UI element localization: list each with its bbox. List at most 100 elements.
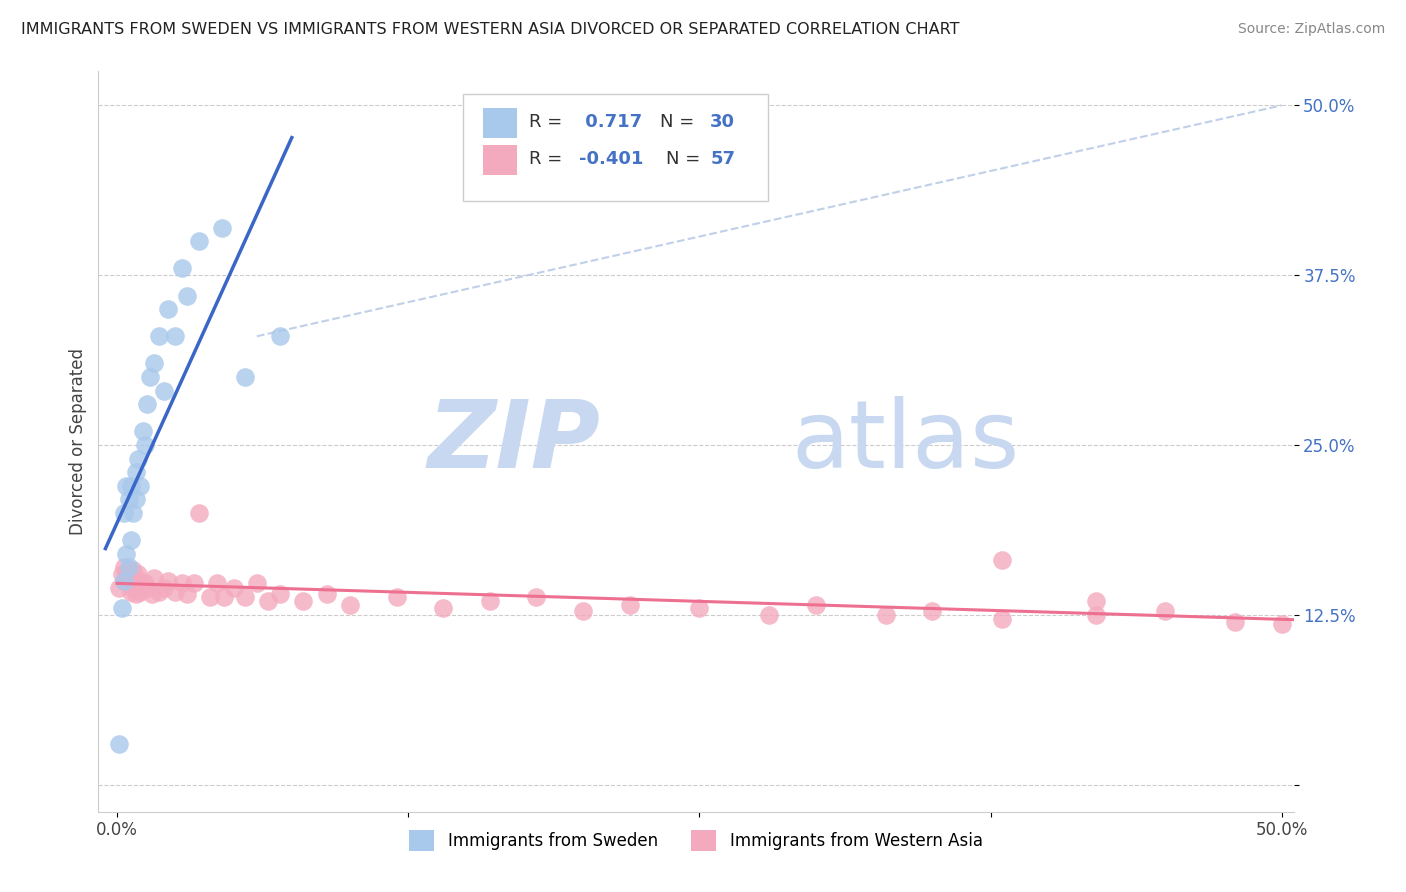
- Y-axis label: Divorced or Separated: Divorced or Separated: [69, 348, 87, 535]
- Point: [875, 607, 897, 622]
- Point: [136, 581, 159, 595]
- Text: 57: 57: [710, 150, 735, 168]
- Text: R =: R =: [529, 112, 568, 131]
- FancyBboxPatch shape: [484, 109, 517, 138]
- Point: [118, 563, 141, 577]
- Point: [122, 581, 145, 595]
- Point: [212, 590, 235, 604]
- Point: [157, 574, 180, 588]
- Point: [183, 576, 205, 591]
- Point: [1225, 615, 1247, 629]
- Point: [187, 506, 209, 520]
- Text: 0.717: 0.717: [579, 112, 643, 131]
- Point: [118, 492, 141, 507]
- Point: [112, 574, 135, 588]
- Text: N =: N =: [661, 112, 700, 131]
- Point: [127, 581, 149, 595]
- Point: [125, 587, 148, 601]
- Point: [478, 594, 501, 608]
- Text: N =: N =: [666, 150, 706, 168]
- Point: [1154, 604, 1177, 618]
- Point: [1084, 607, 1107, 622]
- Point: [134, 438, 156, 452]
- Point: [131, 425, 153, 439]
- Point: [148, 329, 170, 343]
- Point: [152, 581, 174, 595]
- Text: 30: 30: [710, 112, 735, 131]
- Point: [122, 563, 145, 577]
- Point: [315, 587, 337, 601]
- Point: [118, 576, 141, 591]
- Point: [152, 384, 174, 398]
- Point: [176, 587, 198, 601]
- Point: [125, 465, 148, 479]
- Point: [136, 397, 159, 411]
- Point: [200, 590, 222, 604]
- Point: [207, 576, 229, 591]
- Text: R =: R =: [529, 150, 568, 168]
- Point: [187, 234, 209, 248]
- Point: [572, 604, 595, 618]
- Point: [292, 594, 315, 608]
- Point: [172, 576, 194, 591]
- Point: [688, 601, 710, 615]
- Point: [176, 288, 198, 302]
- Point: [157, 302, 180, 317]
- Point: [120, 533, 142, 547]
- Point: [129, 584, 152, 599]
- Text: -0.401: -0.401: [579, 150, 643, 168]
- Legend: Immigrants from Sweden, Immigrants from Western Asia: Immigrants from Sweden, Immigrants from …: [401, 822, 991, 859]
- Point: [115, 478, 138, 492]
- Point: [112, 560, 135, 574]
- Point: [1084, 594, 1107, 608]
- Point: [112, 574, 135, 588]
- Point: [758, 607, 780, 622]
- Point: [134, 576, 156, 591]
- Point: [991, 612, 1014, 626]
- Point: [339, 599, 361, 613]
- Point: [222, 581, 245, 595]
- Point: [129, 574, 152, 588]
- Point: [122, 506, 145, 520]
- Point: [125, 492, 148, 507]
- FancyBboxPatch shape: [463, 94, 768, 201]
- Point: [148, 584, 170, 599]
- Text: Source: ZipAtlas.com: Source: ZipAtlas.com: [1237, 22, 1385, 37]
- Point: [141, 587, 163, 601]
- Point: [143, 356, 166, 370]
- Point: [129, 478, 152, 492]
- Point: [526, 590, 548, 604]
- Point: [165, 329, 187, 343]
- Point: [619, 599, 641, 613]
- Point: [921, 604, 943, 618]
- Point: [269, 587, 291, 601]
- Text: ZIP: ZIP: [427, 395, 600, 488]
- Point: [108, 581, 131, 595]
- Point: [111, 601, 134, 615]
- Point: [120, 584, 142, 599]
- Point: [165, 584, 187, 599]
- Point: [233, 590, 256, 604]
- Point: [120, 478, 142, 492]
- Point: [108, 737, 131, 751]
- Point: [112, 506, 135, 520]
- FancyBboxPatch shape: [484, 145, 517, 175]
- Point: [138, 370, 160, 384]
- Point: [118, 560, 141, 574]
- Point: [233, 370, 256, 384]
- Text: IMMIGRANTS FROM SWEDEN VS IMMIGRANTS FROM WESTERN ASIA DIVORCED OR SEPARATED COR: IMMIGRANTS FROM SWEDEN VS IMMIGRANTS FRO…: [21, 22, 959, 37]
- Point: [111, 566, 134, 581]
- Point: [172, 261, 194, 276]
- Point: [115, 566, 138, 581]
- Point: [269, 329, 291, 343]
- Point: [257, 594, 280, 608]
- Point: [246, 576, 269, 591]
- Point: [127, 451, 149, 466]
- Point: [804, 599, 827, 613]
- Point: [211, 220, 233, 235]
- Point: [127, 566, 149, 581]
- Point: [1271, 617, 1294, 632]
- Point: [143, 571, 166, 585]
- Point: [991, 553, 1014, 567]
- Point: [385, 590, 408, 604]
